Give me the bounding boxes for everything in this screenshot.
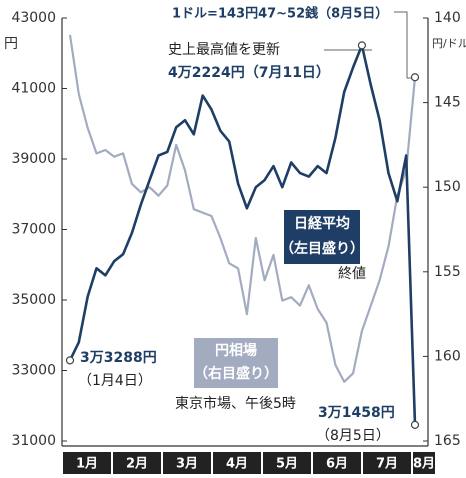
x-tick-label: 5月 [276,457,298,472]
month-box [363,452,411,474]
annotation: 3万1458円 [318,405,395,421]
annotation: 1ドル=143円47~52銭（8月5日） [172,6,388,22]
annotation: （右目盛り） [194,365,278,382]
month-box [413,452,435,474]
annotation: 史上最高値を更新 [168,41,280,58]
month-box [113,452,161,474]
annotation: 3万3288円 [80,350,157,366]
y-tick-label: 31000 [11,433,56,449]
annotation: 東京市場、午後5時 [175,395,296,412]
x-tick-label: 2月 [126,457,148,472]
point-marker [357,41,367,50]
point-marker [410,420,420,429]
y-tick-label: 33000 [11,363,56,379]
y-tick-label: 41000 [11,81,56,97]
annotation: （8月5日） [316,428,390,444]
annotation: 4万2224円（7月11日） [168,65,330,81]
y2-tick-label: 150 [434,179,461,195]
annotation: 終値 [338,266,366,282]
yen-label-box [194,338,278,388]
y-tick-label: 37000 [11,222,56,238]
x-tick-label: 3月 [176,457,198,472]
y2-tick-label: 160 [434,348,461,364]
leader-line [394,11,413,79]
x-tick-label: 1月 [76,457,98,472]
y2-unit: 円/ドル [432,37,466,50]
month-box [213,452,261,474]
annotation: （1月4日） [78,373,152,389]
month-box [263,452,311,474]
annotation: （左目盛り） [280,240,364,257]
y2-tick-label: 145 [434,95,461,111]
x-tick-label: 7月 [376,457,398,472]
y-tick-label: 39000 [11,151,56,167]
point-marker [65,356,75,365]
point-marker [410,73,420,82]
x-tick-label: 4月 [226,457,248,472]
y2-tick-label: 155 [434,264,461,280]
y-tick-label: 43000 [11,10,56,26]
line-series [68,44,417,425]
y2-tick-label: 165 [434,433,461,449]
month-box [63,452,111,474]
annotation: 日経平均 [294,215,350,232]
x-tick-label: 8月 [413,457,435,472]
y2-tick-label: 140 [434,10,461,26]
x-tick-label: 6月 [326,457,348,472]
nikkei-label-box [284,210,360,264]
y-tick-label: 35000 [11,292,56,308]
y-unit: 円 [4,36,18,52]
annotation: 円相場 [215,342,257,359]
month-box [313,452,361,474]
line-series [68,34,417,383]
month-box [163,452,211,474]
